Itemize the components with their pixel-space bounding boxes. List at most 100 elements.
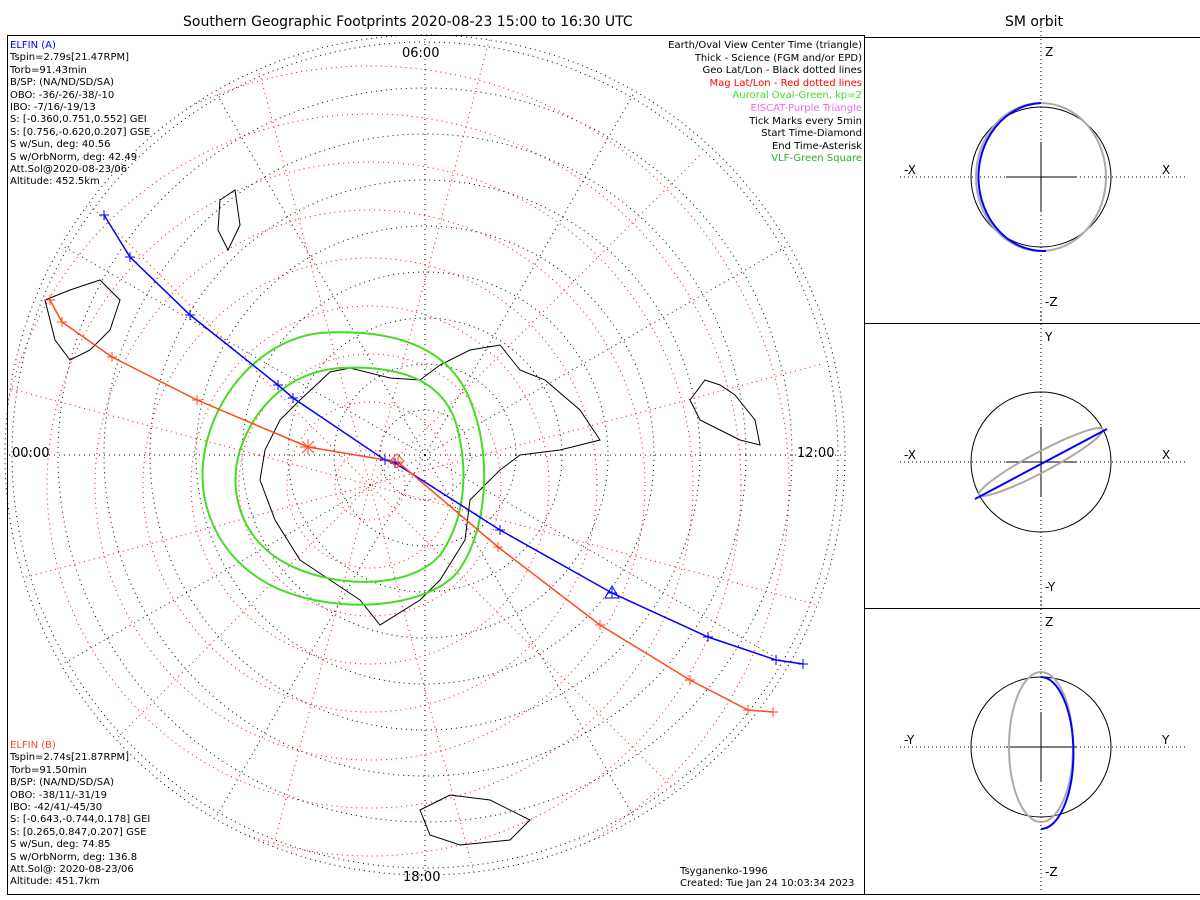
info-line: IBO: -7/16/-19/13 xyxy=(10,102,96,114)
mag-lat-circle xyxy=(286,401,454,569)
info-line: S: [0.756,-0.620,0.207] GSE xyxy=(10,126,151,138)
end-asterisk-icon xyxy=(300,439,316,455)
sm-axis-label-down: -Y xyxy=(1045,580,1056,594)
elfin-a-name: ELFIN (A) xyxy=(10,40,56,51)
geo-lat-circle xyxy=(195,225,655,685)
elfin-b-name: ELFIN (B) xyxy=(10,740,56,751)
info-line: B/SP: (NA/ND/SD/SA) xyxy=(10,77,114,89)
coastlines xyxy=(44,189,761,846)
elfin-b-info: ELFIN (B) Tspin=2.74s[21.87RPM] Torb=91.5… xyxy=(10,740,150,889)
legend-entry: EISCAT-Purple Triangle xyxy=(750,102,863,114)
legend-entry: VLF-Green Square xyxy=(771,153,862,165)
south-america-coast xyxy=(689,379,761,446)
orbit-elfin-a xyxy=(1040,676,1075,830)
mag-lon-line xyxy=(37,152,371,486)
time-label-right: 12:00 xyxy=(797,446,835,461)
mag-lat-circle xyxy=(46,161,694,809)
legend-entry: Tick Marks every 5min xyxy=(749,115,862,127)
info-line: S w/OrbNorm, deg: 136.8 xyxy=(10,851,138,863)
sm-axis-label-left: -X xyxy=(904,163,916,177)
earth-circle xyxy=(970,391,1112,533)
mag-grid-red-dotted xyxy=(5,35,825,875)
info-line: Att.Sol@2020-08-23/06 xyxy=(10,164,128,176)
geo-lat-circle xyxy=(11,41,839,869)
geo-lon-line xyxy=(424,244,789,456)
geo-lon-line xyxy=(424,454,789,666)
info-line: S: [0.265,0.847,0.207] GSE xyxy=(10,826,147,838)
elfin-b-trajectory xyxy=(49,299,774,713)
info-line: S w/Sun, deg: 74.85 xyxy=(10,839,111,851)
new-zealand-coast xyxy=(217,189,241,252)
geo-lat-circle xyxy=(241,271,609,639)
sm-axis-label-up: Z xyxy=(1045,45,1054,59)
plot-title: Southern Geographic Footprints 2020-08-2… xyxy=(183,14,633,30)
legend-entry: Mag Lat/Lon - Red dotted lines xyxy=(709,77,862,89)
geo-lat-circle xyxy=(57,87,793,823)
info-line: Altitude: 451.7km xyxy=(10,876,100,888)
mag-lat-circle xyxy=(5,65,790,875)
mag-lat-circle xyxy=(190,305,550,665)
mag-lon-line xyxy=(5,362,371,486)
info-line: Altitude: 452.5km xyxy=(10,176,100,188)
sm-axis-label-down: -Z xyxy=(1045,295,1058,309)
mag-lat-circle xyxy=(334,449,406,521)
tick-marks xyxy=(45,210,808,717)
sm-axis-label-right: Y xyxy=(1162,733,1170,747)
outer-boundary xyxy=(4,34,846,876)
sm-axis-label-up: Y xyxy=(1045,330,1053,344)
sm-orbit-title: SM orbit xyxy=(1005,14,1064,30)
mag-lon-line xyxy=(5,484,371,608)
info-line: S: [-0.360,0.751,0.552] GEI xyxy=(10,114,147,126)
geo-lon-line xyxy=(61,244,426,456)
legend: Earth/Oval View Center Time (triangle) Th… xyxy=(668,40,862,166)
legend-entry: Start Time-Diamond xyxy=(761,128,862,140)
sm-orbit-panels xyxy=(900,27,1185,892)
sm-axis-label-down: -Z xyxy=(1045,865,1058,879)
geo-lon-line xyxy=(214,454,426,819)
elfin-a-trajectory xyxy=(103,214,804,665)
orbit-gray xyxy=(978,426,1104,498)
legend-entry: Thick - Science (FGM and/or EPD) xyxy=(694,52,862,64)
africa-coast xyxy=(419,794,531,846)
mag-lat-circle xyxy=(94,209,646,761)
elfin-a-view-center-triangle xyxy=(604,585,620,599)
geo-lat-circle xyxy=(287,317,563,593)
info-line: Tspin=2.79s[21.47RPM] xyxy=(10,52,130,64)
start-diamond-icon xyxy=(389,453,405,469)
info-line: Att.Sol@: 2020-08-23/06 xyxy=(10,864,134,876)
mag-lat-circle xyxy=(5,113,742,857)
sm-axis-label-left: -Y xyxy=(904,733,915,747)
sm-axis-label-left: -X xyxy=(904,448,916,462)
legend-entry: End Time-Asterisk xyxy=(771,140,862,152)
info-line: B/SP: (NA/ND/SD/SA) xyxy=(10,777,114,789)
info-line: S w/Sun, deg: 40.56 xyxy=(10,139,111,151)
legend-entry: Auroral Oval-Green, kp=2 xyxy=(732,90,862,102)
mag-lon-line xyxy=(369,484,703,818)
mag-lat-circle xyxy=(142,257,598,713)
geo-grid-black-dotted xyxy=(5,35,845,875)
time-label-bottom: 18:00 xyxy=(403,870,441,885)
time-label-top: 06:00 xyxy=(402,46,440,61)
antarctica-coast xyxy=(259,344,601,626)
geo-lon-line xyxy=(61,454,426,666)
created-timestamp: Created: Tue Jan 24 10:03:34 2023 xyxy=(680,878,855,889)
legend-entry: Earth/Oval View Center Time (triangle) xyxy=(668,40,862,51)
mag-lon-line xyxy=(369,35,493,486)
mag-lat-circle xyxy=(238,353,502,617)
info-line: S: [-0.643,-0.744,0.178] GEI xyxy=(10,814,151,826)
mag-lon-line xyxy=(37,484,371,818)
mag-lon-line xyxy=(369,484,825,608)
info-line: OBO: -38/11/-31/19 xyxy=(10,789,108,801)
orbit-elfin-a xyxy=(977,102,1047,253)
orbit-elfin-a xyxy=(974,428,1108,500)
info-line: OBO: -36/-26/-38/-10 xyxy=(10,89,115,101)
mag-lon-line xyxy=(369,152,703,486)
info-line: Torb=91.50min xyxy=(10,764,87,776)
mag-lon-line xyxy=(369,362,825,486)
sm-axis-label-right: X xyxy=(1162,163,1171,177)
auroral-oval-outer xyxy=(201,331,486,606)
model-label: Tsyganenko-1996 xyxy=(680,866,768,877)
info-line: Torb=91.43min xyxy=(10,64,87,76)
info-line: S w/OrbNorm, deg: 42.49 xyxy=(10,151,138,163)
